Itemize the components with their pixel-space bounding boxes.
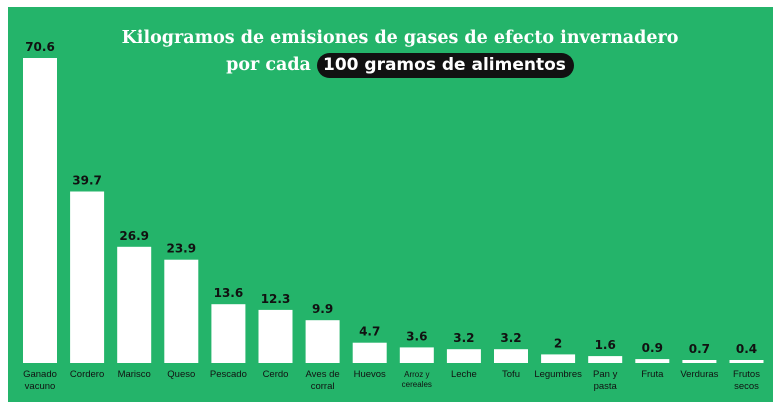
value-label: 12.3 bbox=[261, 292, 291, 306]
value-label: 70.6 bbox=[25, 40, 55, 54]
value-label: 3.2 bbox=[453, 331, 474, 345]
value-label: 3.2 bbox=[500, 331, 521, 345]
chart-title-prefix: por cada bbox=[226, 55, 311, 75]
category-label: Marisco bbox=[118, 369, 151, 380]
category-label: Frutos secos bbox=[733, 369, 760, 392]
value-label: 2 bbox=[554, 336, 562, 350]
category-label: Fruta bbox=[641, 369, 664, 380]
bar bbox=[588, 356, 623, 363]
bar bbox=[446, 349, 481, 363]
category-label: Legumbres bbox=[534, 369, 582, 380]
chart-title: Kilogramos de emisiones de gases de efec… bbox=[0, 25, 781, 78]
bar bbox=[70, 191, 105, 363]
value-label: 39.7 bbox=[72, 174, 102, 188]
value-label: 26.9 bbox=[119, 229, 149, 243]
value-label: 0.7 bbox=[689, 342, 710, 356]
category-labels-group: Ganado vacuno Cordero Marisco Queso Pescado Ce… bbox=[23, 369, 760, 392]
category-label: Verduras bbox=[680, 369, 718, 380]
category-label: Huevos bbox=[354, 369, 386, 380]
value-label: 23.9 bbox=[166, 242, 196, 256]
category-label: Pan y pasta bbox=[593, 369, 618, 392]
bar bbox=[23, 58, 57, 363]
category-label: Leche bbox=[451, 369, 477, 380]
bars-group bbox=[23, 58, 764, 363]
category-label: Aves de corral bbox=[306, 369, 340, 392]
category-label: Arroz y cereales bbox=[402, 370, 432, 389]
value-labels-group: 70.6 39.7 26.9 23.9 13.6 12.3 9.9 4.7 3.6 3.2 3.2 2… bbox=[25, 40, 757, 356]
chart-title-highlight: 100 gramos de alimentos bbox=[317, 53, 574, 78]
chart-title-line1: Kilogramos de emisiones de gases de efec… bbox=[121, 28, 679, 48]
value-label: 0.9 bbox=[642, 341, 663, 355]
value-label: 3.6 bbox=[406, 329, 427, 343]
category-label: Tofu bbox=[502, 369, 520, 380]
bar bbox=[164, 259, 199, 363]
bar bbox=[635, 359, 670, 363]
value-label: 9.9 bbox=[312, 302, 333, 316]
category-label: Ganado vacuno bbox=[23, 369, 57, 392]
bar bbox=[729, 360, 764, 363]
category-label: Cerdo bbox=[263, 369, 289, 380]
value-label: 0.4 bbox=[736, 342, 757, 356]
category-label: Queso bbox=[167, 369, 195, 380]
bar bbox=[305, 320, 340, 363]
bar bbox=[541, 354, 576, 363]
category-label: Cordero bbox=[70, 369, 104, 380]
bar bbox=[352, 342, 387, 363]
bar bbox=[258, 309, 293, 363]
bar bbox=[682, 360, 717, 363]
value-label: 13.6 bbox=[214, 286, 244, 300]
value-label: 4.7 bbox=[359, 325, 380, 339]
bar bbox=[494, 349, 528, 363]
category-label: Pescado bbox=[210, 369, 247, 380]
value-label: 1.6 bbox=[595, 338, 616, 352]
bar bbox=[117, 246, 152, 363]
bar bbox=[399, 347, 434, 363]
chart-title-line2: por cada 100 gramos de alimentos bbox=[0, 52, 781, 78]
bar bbox=[211, 304, 246, 363]
